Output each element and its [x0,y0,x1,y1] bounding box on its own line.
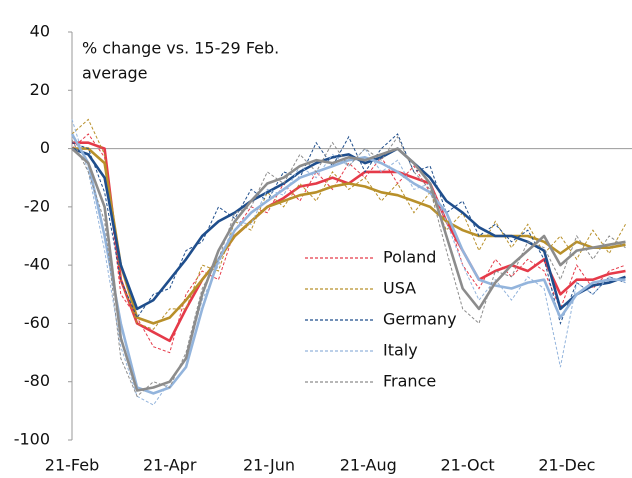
trend-line [71,147,626,311]
x-tick-label: 21-Oct [440,456,494,475]
y-tick-label: -40 [24,255,50,274]
daily-line [71,118,626,330]
x-tick-label: 21-Feb [45,456,99,475]
trend-line [70,133,626,395]
daily-line [71,133,626,326]
axis-note: % change vs. 15-29 Feb. [82,39,279,58]
trend-line [72,147,626,325]
x-tick-label: 21-Jun [243,456,295,475]
x-tick-label: 21-Dec [538,456,595,475]
legend-label: Italy [383,341,418,360]
x-tick-label: 21-Apr [143,456,197,475]
y-tick-label: 40 [30,22,50,41]
y-tick-label: -80 [24,371,50,390]
y-tick-label: -100 [14,430,50,449]
legend-label: Poland [383,248,436,267]
daily-line [71,119,626,406]
daily-line [71,135,626,398]
y-tick-label: -20 [24,196,50,215]
y-tick-label: -60 [24,313,50,332]
x-tick-label: 21-Aug [340,456,397,475]
y-tick-label: 20 [30,80,50,99]
y-tick-label: 0 [40,138,50,157]
daily-line [71,133,626,354]
legend-label: France [383,372,436,391]
legend-label: Germany [383,310,457,329]
axis-note: average [82,64,148,83]
trend-line [71,147,626,392]
legend-label: USA [383,279,416,298]
